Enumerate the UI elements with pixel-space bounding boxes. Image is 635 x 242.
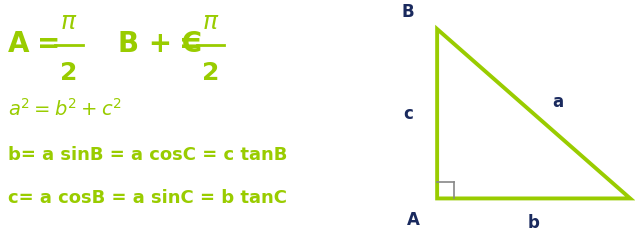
Text: =: =: [37, 30, 61, 58]
Text: $\pi$: $\pi$: [60, 10, 77, 34]
Text: c: c: [403, 105, 413, 123]
Text: $\pi$: $\pi$: [202, 10, 219, 34]
Text: B + C: B + C: [118, 30, 202, 58]
Text: B: B: [402, 3, 415, 21]
Text: b: b: [528, 214, 540, 232]
Text: b= a sinB = a cosC = c tanB: b= a sinB = a cosC = c tanB: [8, 146, 287, 164]
Text: A: A: [406, 211, 420, 229]
Text: 2: 2: [202, 60, 219, 85]
Text: c= a cosB = a sinC = b tanC: c= a cosB = a sinC = b tanC: [8, 189, 287, 207]
Text: 2: 2: [60, 60, 77, 85]
Text: A: A: [8, 30, 29, 58]
Text: $a^2 = b^2 + c^2$: $a^2 = b^2 + c^2$: [8, 98, 122, 120]
Text: =: =: [179, 30, 203, 58]
Polygon shape: [437, 29, 630, 198]
Text: a: a: [552, 93, 563, 111]
